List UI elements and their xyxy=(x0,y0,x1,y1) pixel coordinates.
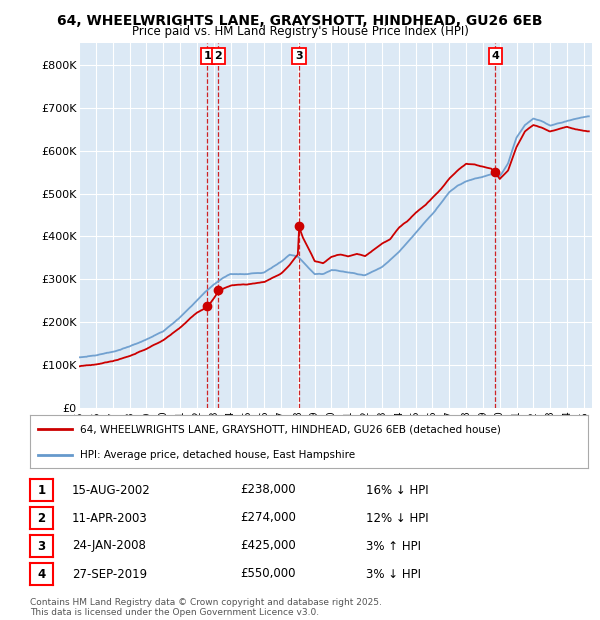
Text: 4: 4 xyxy=(37,567,46,580)
Text: 16% ↓ HPI: 16% ↓ HPI xyxy=(366,484,428,497)
Text: 15-AUG-2002: 15-AUG-2002 xyxy=(72,484,151,497)
Text: 3: 3 xyxy=(37,539,46,552)
Text: 1: 1 xyxy=(203,51,211,61)
Text: 12% ↓ HPI: 12% ↓ HPI xyxy=(366,512,428,525)
Text: 4: 4 xyxy=(491,51,499,61)
Text: 27-SEP-2019: 27-SEP-2019 xyxy=(72,567,147,580)
Text: 2: 2 xyxy=(37,512,46,525)
Text: 3: 3 xyxy=(295,51,303,61)
Text: 64, WHEELWRIGHTS LANE, GRAYSHOTT, HINDHEAD, GU26 6EB (detached house): 64, WHEELWRIGHTS LANE, GRAYSHOTT, HINDHE… xyxy=(80,424,501,434)
Text: 11-APR-2003: 11-APR-2003 xyxy=(72,512,148,525)
Text: 64, WHEELWRIGHTS LANE, GRAYSHOTT, HINDHEAD, GU26 6EB: 64, WHEELWRIGHTS LANE, GRAYSHOTT, HINDHE… xyxy=(57,14,543,28)
Text: Price paid vs. HM Land Registry's House Price Index (HPI): Price paid vs. HM Land Registry's House … xyxy=(131,25,469,38)
Text: 24-JAN-2008: 24-JAN-2008 xyxy=(72,539,146,552)
Text: Contains HM Land Registry data © Crown copyright and database right 2025.
This d: Contains HM Land Registry data © Crown c… xyxy=(30,598,382,618)
Text: 2: 2 xyxy=(215,51,223,61)
Text: 3% ↑ HPI: 3% ↑ HPI xyxy=(366,539,421,552)
Text: HPI: Average price, detached house, East Hampshire: HPI: Average price, detached house, East… xyxy=(80,450,355,460)
Text: £425,000: £425,000 xyxy=(240,539,296,552)
Text: £550,000: £550,000 xyxy=(240,567,296,580)
Text: 3% ↓ HPI: 3% ↓ HPI xyxy=(366,567,421,580)
Text: 1: 1 xyxy=(37,484,46,497)
Text: £274,000: £274,000 xyxy=(240,512,296,525)
Text: £238,000: £238,000 xyxy=(240,484,296,497)
